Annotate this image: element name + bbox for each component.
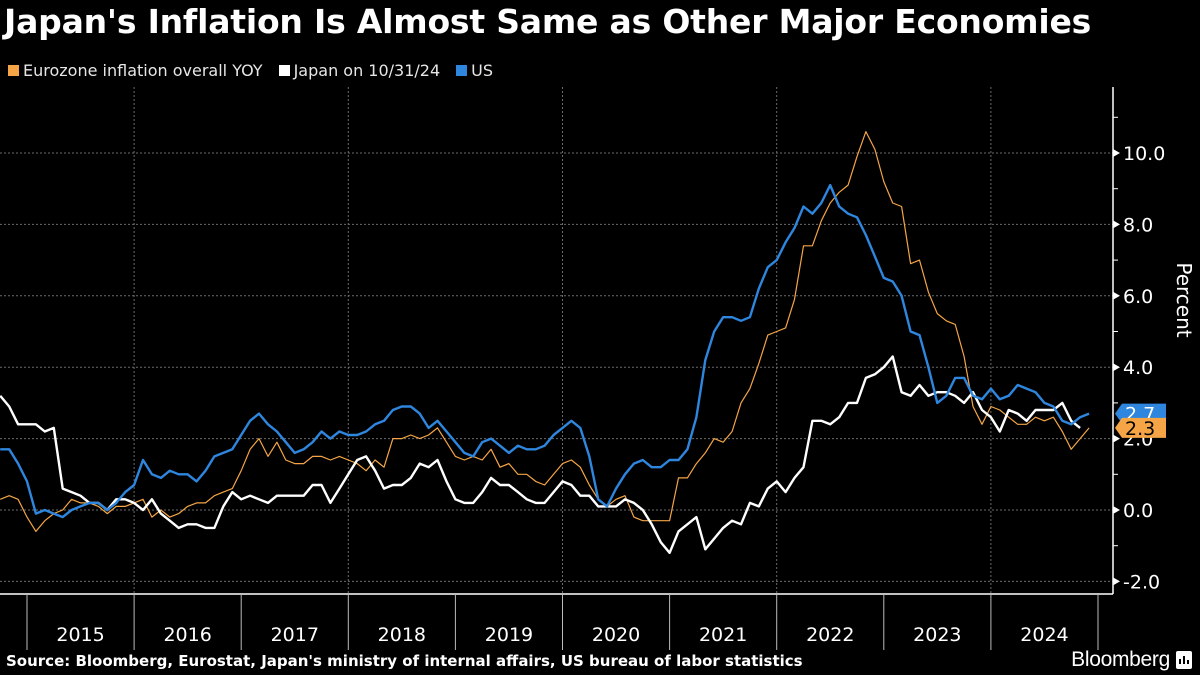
end-label-eurozone: 2.3 bbox=[1115, 417, 1166, 440]
y-tick-label: 4.0 bbox=[1123, 357, 1153, 379]
x-tick-label: 2017 bbox=[271, 624, 319, 646]
legend-label-us: US bbox=[471, 61, 494, 80]
legend-item-japan: Japan on 10/31/24 bbox=[278, 61, 441, 80]
series-line-japan bbox=[0, 355, 1081, 554]
y-tick-label: 6.0 bbox=[1123, 286, 1153, 308]
series-lines bbox=[0, 131, 1090, 554]
x-tick-label: 2022 bbox=[806, 624, 854, 646]
x-tick-label: 2015 bbox=[56, 624, 104, 646]
x-tick-label: 2023 bbox=[913, 624, 961, 646]
legend-swatch-us bbox=[456, 65, 468, 76]
end-labels: 2.72.3 bbox=[1115, 403, 1166, 440]
bloomberg-chart-icon bbox=[1176, 651, 1192, 669]
series-line-eurozone bbox=[0, 131, 1090, 533]
gridlines bbox=[0, 87, 1113, 594]
x-tick-label: 2020 bbox=[592, 624, 640, 646]
legend-swatch-eurozone bbox=[8, 65, 19, 76]
x-tick-label: 2018 bbox=[378, 624, 426, 646]
y-major-tick bbox=[1113, 291, 1120, 300]
end-label-value: 2.3 bbox=[1125, 418, 1155, 440]
series-line-us bbox=[0, 183, 1090, 519]
legend-label-japan: Japan on 10/31/24 bbox=[293, 61, 441, 80]
x-tick-label: 2021 bbox=[699, 624, 747, 646]
x-tick-label: 2019 bbox=[485, 624, 533, 646]
x-tick-label: 2016 bbox=[163, 624, 211, 646]
end-label-tag bbox=[1115, 417, 1166, 438]
legend-label-eurozone: Eurozone inflation overall YOY bbox=[23, 61, 263, 80]
chart-title: Japan's Inflation Is Almost Same as Othe… bbox=[4, 2, 1092, 41]
y-major-tick bbox=[1113, 577, 1120, 586]
y-tick-label: 8.0 bbox=[1123, 214, 1153, 236]
y-major-tick bbox=[1113, 363, 1120, 372]
y-major-tick bbox=[1113, 220, 1120, 229]
legend-swatch-japan bbox=[278, 65, 290, 76]
y-major-tick bbox=[1113, 149, 1120, 157]
x-tick-label: 2024 bbox=[1020, 624, 1068, 646]
y-major-tick bbox=[1113, 506, 1120, 514]
legend-item-eurozone: Eurozone inflation overall YOY bbox=[8, 61, 263, 80]
y-tick-label: 0.0 bbox=[1123, 500, 1153, 522]
y-major-tick bbox=[1113, 434, 1120, 443]
source-note: Source: Bloomberg, Eurostat, Japan's min… bbox=[6, 652, 803, 670]
legend: Eurozone inflation overall YOY Japan on … bbox=[8, 61, 493, 80]
bloomberg-logo-text: Bloomberg bbox=[1071, 648, 1170, 671]
legend-item-us: US bbox=[456, 61, 493, 80]
brand: Bloomberg bbox=[1071, 648, 1192, 672]
y-tick-label: -2.0 bbox=[1123, 571, 1160, 593]
y-axis-label: Percent bbox=[1172, 262, 1196, 337]
y-tick-label: 10.0 bbox=[1123, 143, 1165, 165]
